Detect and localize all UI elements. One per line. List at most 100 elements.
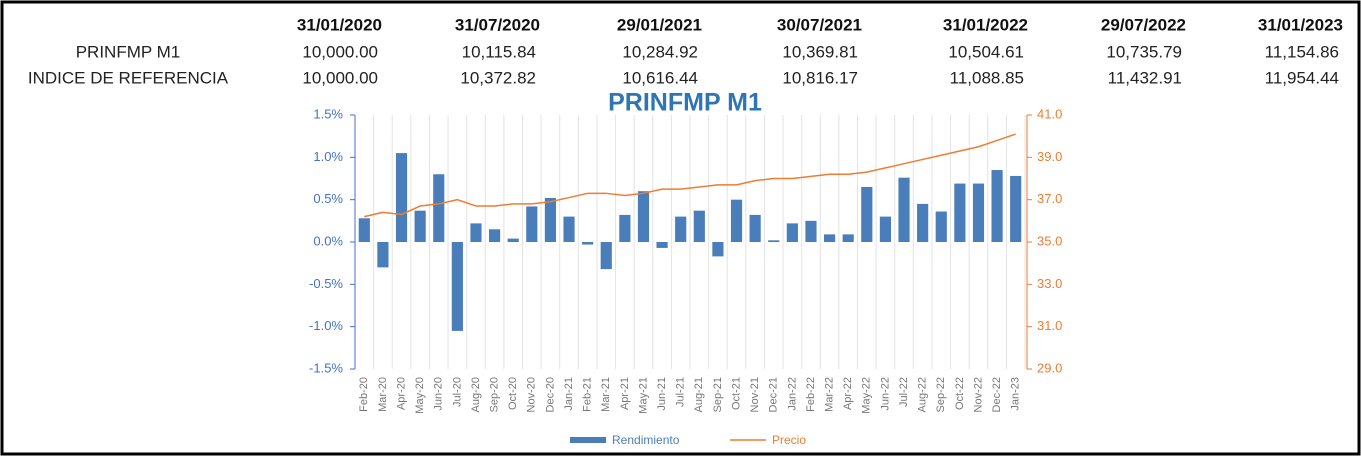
bar [861,186,873,242]
x-tick-label: Dec-22 [991,377,1003,412]
x-tick-label: Oct-20 [507,377,519,410]
legend-label: Precio [772,433,806,447]
cell: 10,000.00 [302,68,378,87]
bar [712,242,724,257]
x-tick-label: Mar-21 [600,377,612,412]
x-tick-label: Apr-20 [395,377,407,410]
x-tick-label: Sep-22 [935,377,947,412]
bar [470,223,482,242]
x-tick-label: Mar-22 [823,377,835,412]
bar [619,214,631,242]
y-tick-label: 1.0% [313,149,343,164]
x-tick-label: Feb-20 [358,377,370,412]
x-tick-label: Jul-22 [898,377,910,407]
y-tick-label: 0.0% [313,233,343,248]
legend-swatch [570,437,606,443]
x-tick-label: Mar-20 [377,377,389,412]
y-tick-label: -0.5% [309,276,343,291]
cell: 10,616.44 [622,68,698,87]
x-tick-label: Nov-22 [972,377,984,412]
x-tick-label: Jan-22 [786,377,798,411]
column-header: 30/07/2021 [777,15,862,34]
bar [582,242,594,245]
bar [507,238,519,242]
bar [433,174,445,242]
x-tick-label: Aug-20 [470,377,482,412]
bar [917,203,929,242]
cell: 11,154.86 [1265,42,1339,61]
column-header: 31/01/2023 [1258,15,1343,34]
y-tick-label: 0.5% [313,191,343,206]
bar [879,216,891,242]
x-tick-label: Sep-20 [488,377,500,412]
x-tick-label: May-21 [637,377,649,414]
cell: 10,369.81 [782,42,858,61]
bar [526,206,538,242]
x-tick-label: Jul-21 [675,377,687,407]
bar [451,242,463,331]
x-tick-label: Aug-21 [693,377,705,412]
bar [842,234,854,242]
cell: 11,088.85 [950,68,1024,87]
x-tick-label: Oct-22 [954,377,966,410]
y2-tick-label: 37.0 [1037,191,1062,206]
line [364,133,1016,218]
bar [489,229,501,242]
cell: 10,816.17 [782,68,858,87]
x-tick-label: Jun-22 [879,377,891,411]
column-header: 31/01/2022 [943,15,1028,34]
bar [805,220,817,242]
x-tick-label: Dec-21 [768,377,780,412]
cell: 11,954.44 [1265,68,1339,87]
row-label: INDICE DE REFERENCIA [28,68,229,87]
cell: 11,432.91 [1108,68,1182,87]
cell: 10,735.79 [1106,42,1182,61]
bar [972,183,985,242]
bar [544,197,556,242]
cell: 10,284.92 [622,42,698,61]
bar [898,177,910,242]
bar [991,170,1003,242]
cell: 10,115.84 [462,42,536,61]
bar [377,242,389,268]
bar [414,210,426,242]
x-tick-label: Jun-21 [656,377,668,411]
bar [358,218,370,242]
cell: 10,372.82 [460,68,536,87]
bar [954,183,966,242]
y2-tick-label: 31.0 [1037,318,1062,333]
column-header: 29/01/2021 [617,15,702,34]
x-tick-label: Dec-20 [544,377,556,412]
bar [656,242,668,248]
cell: 10,000.00 [302,42,378,61]
y2-tick-label: 29.0 [1037,360,1062,375]
x-tick-label: Sep-21 [712,377,724,412]
column-header: 31/07/2020 [455,15,540,34]
x-tick-label: May-20 [414,377,426,414]
bar [693,210,705,242]
bar [768,240,780,242]
x-tick-label: Nov-20 [526,377,538,412]
bar [675,216,687,242]
x-tick-label: Oct-21 [730,377,742,410]
bar [935,211,947,242]
x-tick-label: Jan-23 [1010,377,1022,411]
row-label: PRINFMP M1 [76,42,181,61]
x-tick-label: Feb-21 [582,377,594,412]
x-tick-label: Nov-21 [749,377,761,412]
x-tick-label: Feb-22 [805,377,817,412]
x-tick-label: Apr-22 [842,377,854,410]
cell: 10,504.61 [948,42,1024,61]
bar [730,199,743,242]
x-tick-label: Aug-22 [917,377,929,412]
x-tick-label: Apr-21 [619,377,631,410]
bar [824,234,836,242]
column-header: 29/07/2022 [1101,15,1186,34]
y-tick-label: -1.5% [309,360,343,375]
bar [749,214,761,242]
bar [395,153,408,242]
bar [600,242,612,270]
column-header: 31/01/2020 [297,15,382,34]
y-tick-label: 1.5% [313,106,343,121]
